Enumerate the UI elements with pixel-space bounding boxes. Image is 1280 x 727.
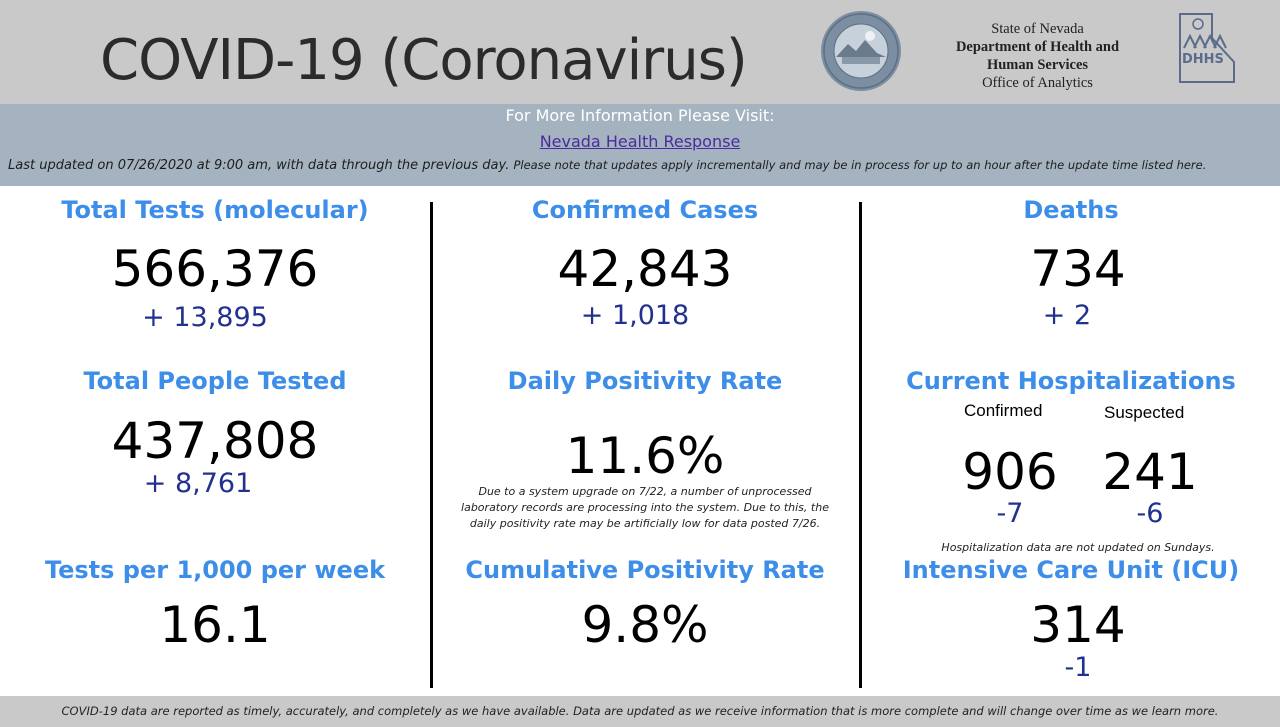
last-updated-text: Last updated on 07/26/2020 at 9:00 am, w… (8, 156, 1274, 175)
nevada-health-response-link[interactable]: Nevada Health Response (539, 132, 741, 151)
hospitalizations-suspected-label: Suspected (1104, 403, 1185, 422)
hospitalizations-suspected-delta: -6 (1136, 498, 1164, 529)
icu-label: Intensive Care Unit (ICU) (902, 556, 1240, 584)
info-link-row: Nevada Health Response (0, 132, 1280, 151)
dhhs-logo-icon: DHHS (1176, 8, 1238, 88)
agency-department: Department of Health and (955, 39, 1120, 55)
people-tested-value: 437,808 (111, 412, 319, 470)
info-bar: For More Information Please Visit: Nevad… (0, 104, 1280, 186)
footer-bar: COVID-19 data are reported as timely, ac… (0, 696, 1280, 727)
hospitalizations-label: Current Hospitalizations (906, 367, 1236, 395)
hospitalizations-confirmed-delta: -7 (996, 498, 1024, 529)
cumulative-positivity-value: 9.8% (581, 596, 709, 654)
tests-per-1000-value: 16.1 (159, 596, 271, 654)
agency-state: State of Nevada (991, 21, 1084, 37)
info-visit-text: For More Information Please Visit: (505, 106, 775, 125)
daily-positivity-note-line3: daily positivity rate may be artificiall… (469, 517, 821, 530)
hospitalizations-note: Hospitalization data are not updated on … (941, 541, 1215, 554)
deaths-delta: + 2 (1042, 300, 1092, 331)
column-divider-right (859, 202, 862, 688)
confirmed-cases-value: 42,843 (557, 240, 733, 298)
svg-text:DHHS: DHHS (1182, 52, 1224, 67)
header-banner: COVID-19 (Coronavirus) State of Nevada D… (0, 0, 1280, 104)
icu-value: 314 (1030, 596, 1126, 654)
hospitalizations-confirmed-label: Confirmed (964, 401, 1043, 420)
daily-positivity-value: 11.6% (565, 427, 725, 485)
deaths-label: Deaths (1023, 196, 1119, 224)
total-tests-value: 566,376 (111, 240, 319, 298)
icu-delta: -1 (1064, 652, 1092, 683)
confirmed-cases-delta: + 1,018 (580, 300, 690, 331)
total-tests-label: Total Tests (molecular) (61, 196, 369, 224)
page-title: COVID-19 (Coronavirus) (100, 28, 748, 93)
daily-positivity-note: Due to a system upgrade on 7/22, a numbe… (440, 484, 850, 532)
column-divider-left (430, 202, 433, 688)
daily-positivity-note-line1: Due to a system upgrade on 7/22, a numbe… (478, 485, 812, 498)
confirmed-cases-label: Confirmed Cases (531, 196, 759, 224)
agency-block: State of Nevada Department of Health and… (930, 20, 1145, 92)
hospitalizations-confirmed-value: 906 (962, 443, 1058, 501)
people-tested-label: Total People Tested (83, 367, 347, 395)
daily-positivity-label: Daily Positivity Rate (507, 367, 783, 395)
deaths-value: 734 (1030, 240, 1126, 298)
tests-per-1000-label: Tests per 1,000 per week (44, 556, 386, 584)
total-tests-change: 13,895 (173, 302, 268, 333)
last-updated-date: Last updated on 07/26/2020 at 9:00 am, w… (8, 158, 510, 173)
total-tests-plus: + (142, 302, 165, 333)
update-note: Please note that updates apply increment… (513, 158, 1207, 172)
agency-department-cont: Human Services (986, 57, 1089, 73)
people-tested-plus: + (143, 468, 167, 499)
cumulative-positivity-label: Cumulative Positivity Rate (465, 556, 825, 584)
total-tests-delta: + 13,895 (0, 302, 410, 333)
people-tested-change: 8,761 (174, 468, 253, 499)
hospitalizations-suspected-value: 241 (1102, 443, 1198, 501)
daily-positivity-note-line2: laboratory records are processing into t… (461, 501, 829, 514)
people-tested-delta: + 8,761 (0, 468, 396, 499)
footer-disclaimer: COVID-19 data are reported as timely, ac… (61, 704, 1219, 718)
agency-office: Office of Analytics (982, 75, 1093, 91)
nevada-state-seal-icon (820, 10, 902, 92)
